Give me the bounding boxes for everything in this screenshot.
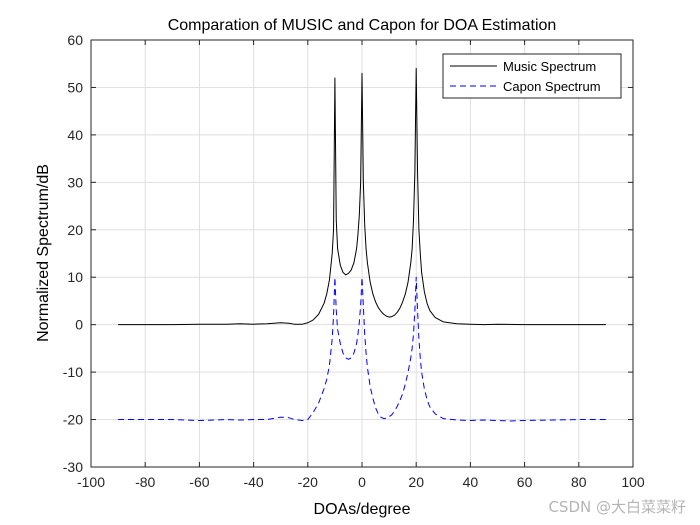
legend-box [442, 53, 622, 99]
ticks: -100 -80 -60 -40 -20 0 20 40 60 80 100-30-20-10010… [63, 32, 645, 490]
y-tick-label: 50 [67, 79, 83, 95]
chart-title: Comparation of MUSIC and Capon for DOA E… [168, 17, 557, 34]
y-tick-label: -20 [63, 412, 83, 428]
y-tick-label: -30 [63, 459, 83, 475]
x-tick-label: -60 [189, 474, 209, 490]
y-tick-label: 10 [67, 269, 83, 285]
legend: Music Spectrum Capon Spectrum [442, 53, 622, 99]
y-tick-label: 60 [67, 32, 83, 48]
series-layer [118, 67, 606, 422]
y-tick-label: 0 [75, 317, 83, 333]
legend-label-capon: Capon Spectrum [503, 79, 601, 94]
y-tick-label: 20 [67, 222, 83, 238]
y-tick-label: 40 [67, 127, 83, 143]
x-tick-label: 100 [621, 474, 645, 490]
x-tick-label: -80 [135, 474, 155, 490]
x-axis-label: DOAs/degree [314, 501, 411, 518]
x-tick-label: 80 [571, 474, 587, 490]
series-line-music [118, 67, 606, 326]
y-tick-label: -10 [63, 364, 83, 380]
x-tick-label: -20 [298, 474, 318, 490]
x-tick-label: 40 [463, 474, 479, 490]
x-tick-label: 20 [408, 474, 424, 490]
x-tick-label: 60 [517, 474, 533, 490]
legend-label-music: Music Spectrum [503, 59, 596, 74]
y-axis-label: Normalized Spectrum/dB [35, 164, 52, 342]
x-tick-label: -100 [77, 474, 105, 490]
x-tick-label: -40 [243, 474, 263, 490]
y-tick-label: 30 [67, 174, 83, 190]
watermark: CSDN @大白菜菜籽 [548, 498, 686, 516]
x-tick-label: 0 [358, 474, 366, 490]
